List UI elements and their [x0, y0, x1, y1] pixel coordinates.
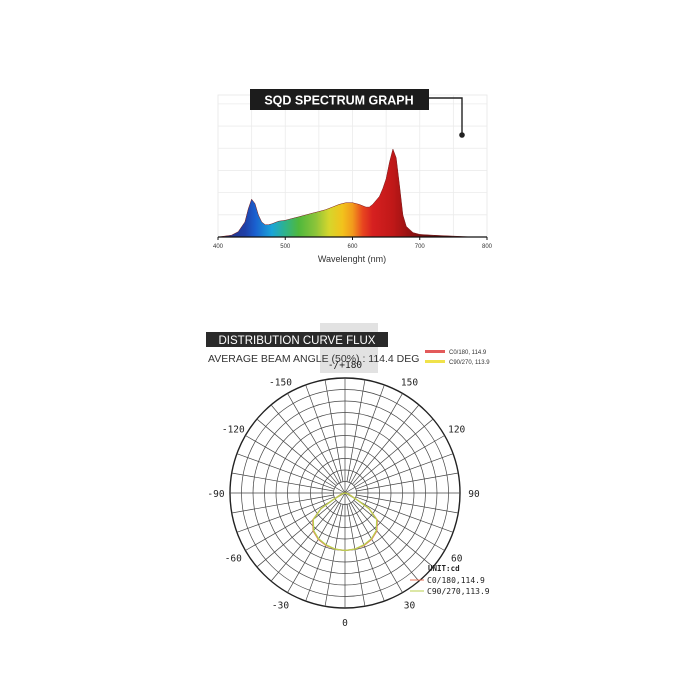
polar-spoke	[348, 503, 385, 602]
polar-spoke	[231, 472, 334, 492]
polar-angle-labels: -/+180 150 120 90 60 30 0 -30 -60 -90 -120 -150	[207, 360, 480, 629]
spectrum-tick-label: 600	[347, 244, 358, 250]
polar-spoke	[305, 384, 342, 483]
polar-spoke	[287, 393, 346, 494]
legend-top-c0: C0/180, 114.9	[449, 350, 487, 356]
polar-spoke	[245, 435, 346, 494]
polar-spoke	[236, 453, 335, 490]
polar-spoke	[352, 501, 420, 582]
polar-spoke	[352, 404, 420, 485]
polar-angle-label: 120	[448, 425, 465, 436]
spectrum-chart: 400 500 600 700 800 Wavelenght (nm) SQD SPEC…	[213, 89, 493, 264]
spectrum-x-axis	[217, 236, 488, 240]
polar-spoke	[348, 384, 385, 483]
polar-spoke	[256, 418, 337, 486]
polar-spoke	[231, 494, 334, 514]
polar-spoke	[353, 418, 434, 486]
spectrum-tick-label: 500	[280, 244, 291, 250]
polar-spoke	[324, 379, 344, 482]
spectrum-title-leader	[429, 97, 463, 133]
polar-spoke	[270, 501, 338, 582]
spectrum-title-leader-dot	[459, 132, 465, 138]
polar-spoke	[355, 453, 454, 490]
spectrum-tick-label: 700	[415, 244, 426, 250]
polar-spoke	[353, 500, 434, 568]
polar-angle-label: -150	[269, 377, 292, 388]
polar-spoke	[344, 435, 445, 494]
polar-angle-label: 30	[404, 601, 416, 612]
polar-title: DISTRIBUTION CURVE FLUX	[219, 335, 376, 347]
polar-subtitle: AVERAGE BEAM ANGLE (50%) : 114.4 DEG	[208, 353, 419, 365]
polar-grid	[229, 377, 461, 609]
spectrum-tick-labels: 400 500 600 700 800	[213, 244, 493, 250]
polar-angle-label: 60	[451, 554, 463, 565]
spectrum-title: SQD SPECTRUM GRAPH	[264, 94, 413, 108]
legend-top-swatch-c90	[425, 360, 445, 363]
spectrum-area	[218, 148, 487, 237]
legend-bottom-c0: C0/180,114.9	[427, 576, 485, 585]
polar-spoke	[305, 503, 342, 602]
polar-curves	[312, 492, 378, 552]
polar-unit: UNIT:cd	[428, 564, 460, 573]
polar-spoke	[236, 496, 335, 533]
legend-top-c90: C90/270, 113.9	[449, 360, 490, 366]
legend-top-swatch-c0	[425, 350, 445, 353]
polar-spoke	[344, 393, 403, 494]
legend-bottom-c90: C90/270,113.9	[427, 587, 490, 596]
polar-angle-label: -90	[207, 489, 224, 500]
polar-spoke	[356, 472, 459, 492]
polar-curve-c90	[312, 492, 378, 552]
polar-angle-label: -120	[222, 425, 245, 436]
polar-spoke	[256, 500, 337, 568]
polar-spoke	[324, 504, 344, 607]
polar-spoke	[287, 492, 346, 593]
polar-angle-label: -/+180	[328, 360, 363, 371]
polar-spoke	[346, 504, 366, 607]
polar-title-bg	[206, 332, 388, 347]
spectrum-tick-label: 800	[482, 244, 493, 250]
polar-angle-label: 90	[468, 489, 480, 500]
spectrum-xlabel: Wavelenght (nm)	[318, 254, 386, 264]
polar-spoke	[344, 492, 403, 593]
polar-angle-label: 0	[342, 618, 348, 629]
polar-spoke	[355, 496, 454, 533]
spectrum-title-bg	[250, 89, 429, 110]
polar-angle-label: 150	[401, 377, 418, 388]
spectrum-tick-label: 400	[213, 244, 224, 250]
polar-angle-label: -30	[272, 601, 289, 612]
spectrum-area-path	[218, 148, 487, 237]
polar-spoke	[346, 379, 366, 482]
watermark-box	[320, 323, 378, 373]
polar-spoke	[356, 494, 459, 514]
polar-angle-label: -60	[225, 554, 242, 565]
polar-spoke	[270, 404, 338, 485]
